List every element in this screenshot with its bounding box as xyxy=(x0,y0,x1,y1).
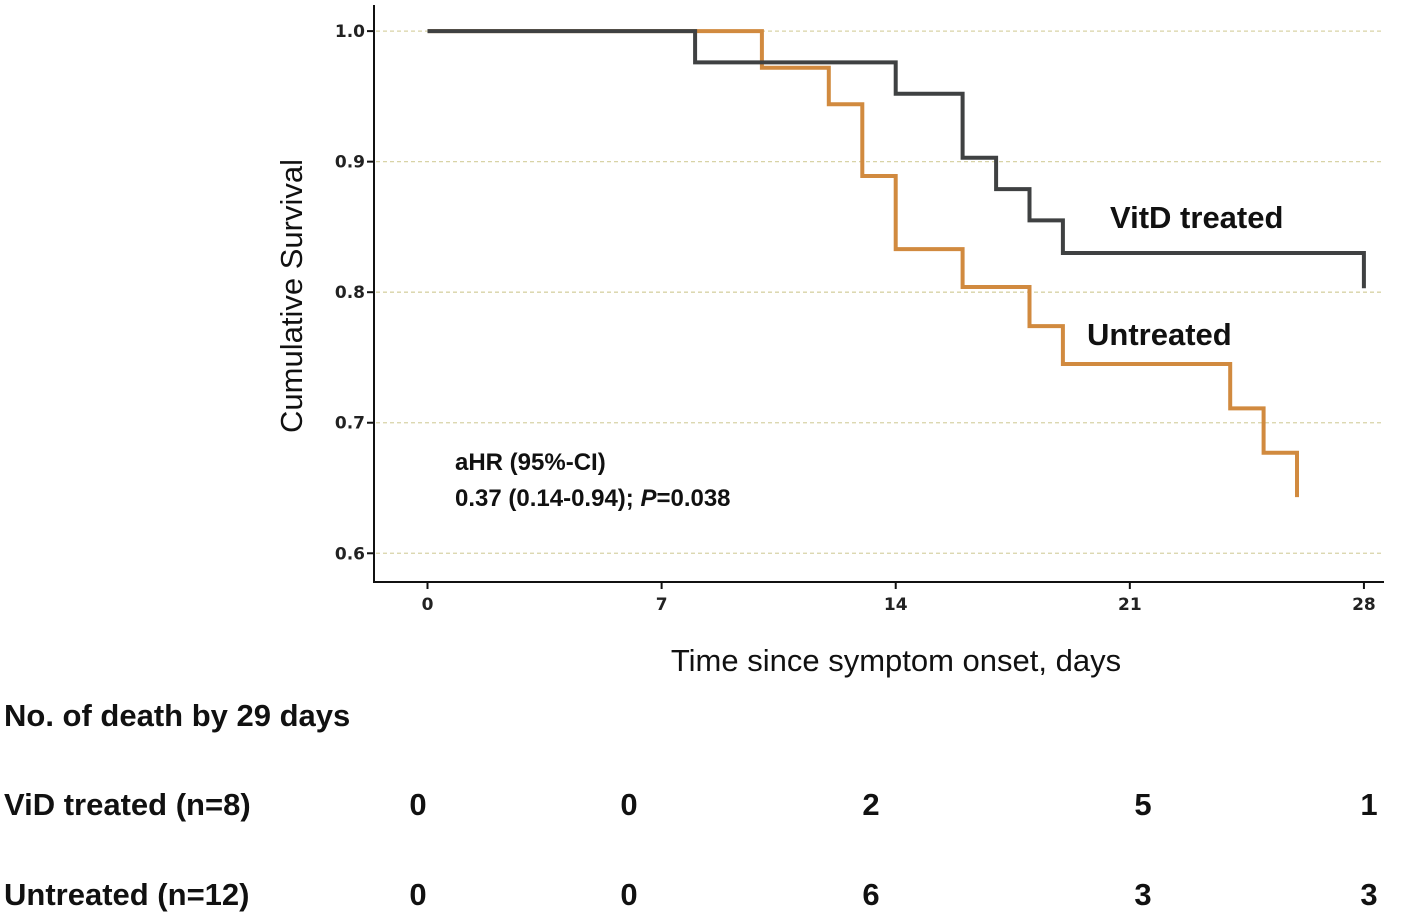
risk-value: 0 xyxy=(620,787,638,822)
risk-row-label-vitd: ViD treated (n=8) xyxy=(4,787,251,822)
risk-table-title: No. of death by 29 days xyxy=(4,698,351,733)
y-tick-label: 1.0 xyxy=(335,22,365,42)
series-label-untreated: Untreated xyxy=(1087,317,1232,352)
x-tick-label: 0 xyxy=(422,595,434,615)
hr-annotation-p-value: =0.038 xyxy=(656,485,730,512)
risk-value: 5 xyxy=(1134,787,1152,822)
y-axis-title: Cumulative Survival xyxy=(274,159,309,433)
risk-value: 0 xyxy=(409,787,427,822)
x-tick-label: 14 xyxy=(884,595,908,615)
x-tick-label: 7 xyxy=(656,595,668,615)
y-tick-label: 0.9 xyxy=(335,153,365,173)
risk-value: 6 xyxy=(862,877,880,912)
risk-value: 3 xyxy=(1134,877,1152,912)
risk-value: 1 xyxy=(1360,787,1378,822)
hr-annotation-p-label: P xyxy=(640,485,657,512)
y-tick-label: 0.7 xyxy=(335,414,365,434)
risk-value: 0 xyxy=(409,877,427,912)
x-ticks: 0 7 14 21 28 xyxy=(422,582,1376,615)
series-line-untreated xyxy=(427,29,1299,498)
hr-annotation-value: 0.37 (0.14-0.94); xyxy=(455,485,640,512)
series-lines xyxy=(427,29,1366,498)
y-tick-label: 0.6 xyxy=(335,544,365,564)
y-ticks: 0.6 0.7 0.8 0.9 1.0 xyxy=(335,22,374,564)
risk-value: 0 xyxy=(620,877,638,912)
x-tick-label: 28 xyxy=(1352,595,1376,615)
y-tick-label: 0.8 xyxy=(335,283,365,303)
hr-annotation-line1: aHR (95%-CI) xyxy=(455,449,606,476)
x-tick-label: 21 xyxy=(1118,595,1142,615)
risk-value: 2 xyxy=(862,787,880,822)
x-axis-title: Time since symptom onset, days xyxy=(671,643,1121,678)
risk-row-label-untreated: Untreated (n=12) xyxy=(4,877,250,912)
risk-value: 3 xyxy=(1360,877,1378,912)
survival-chart: 0.6 0.7 0.8 0.9 1.0 0 7 14 21 28 Cumulative Surv… xyxy=(274,5,1384,678)
series-line-vitd-treated xyxy=(427,29,1366,289)
axes xyxy=(373,5,1384,583)
hr-annotation-line2: 0.37 (0.14-0.94); P=0.038 xyxy=(455,485,731,512)
series-label-vitd: VitD treated xyxy=(1110,200,1283,235)
